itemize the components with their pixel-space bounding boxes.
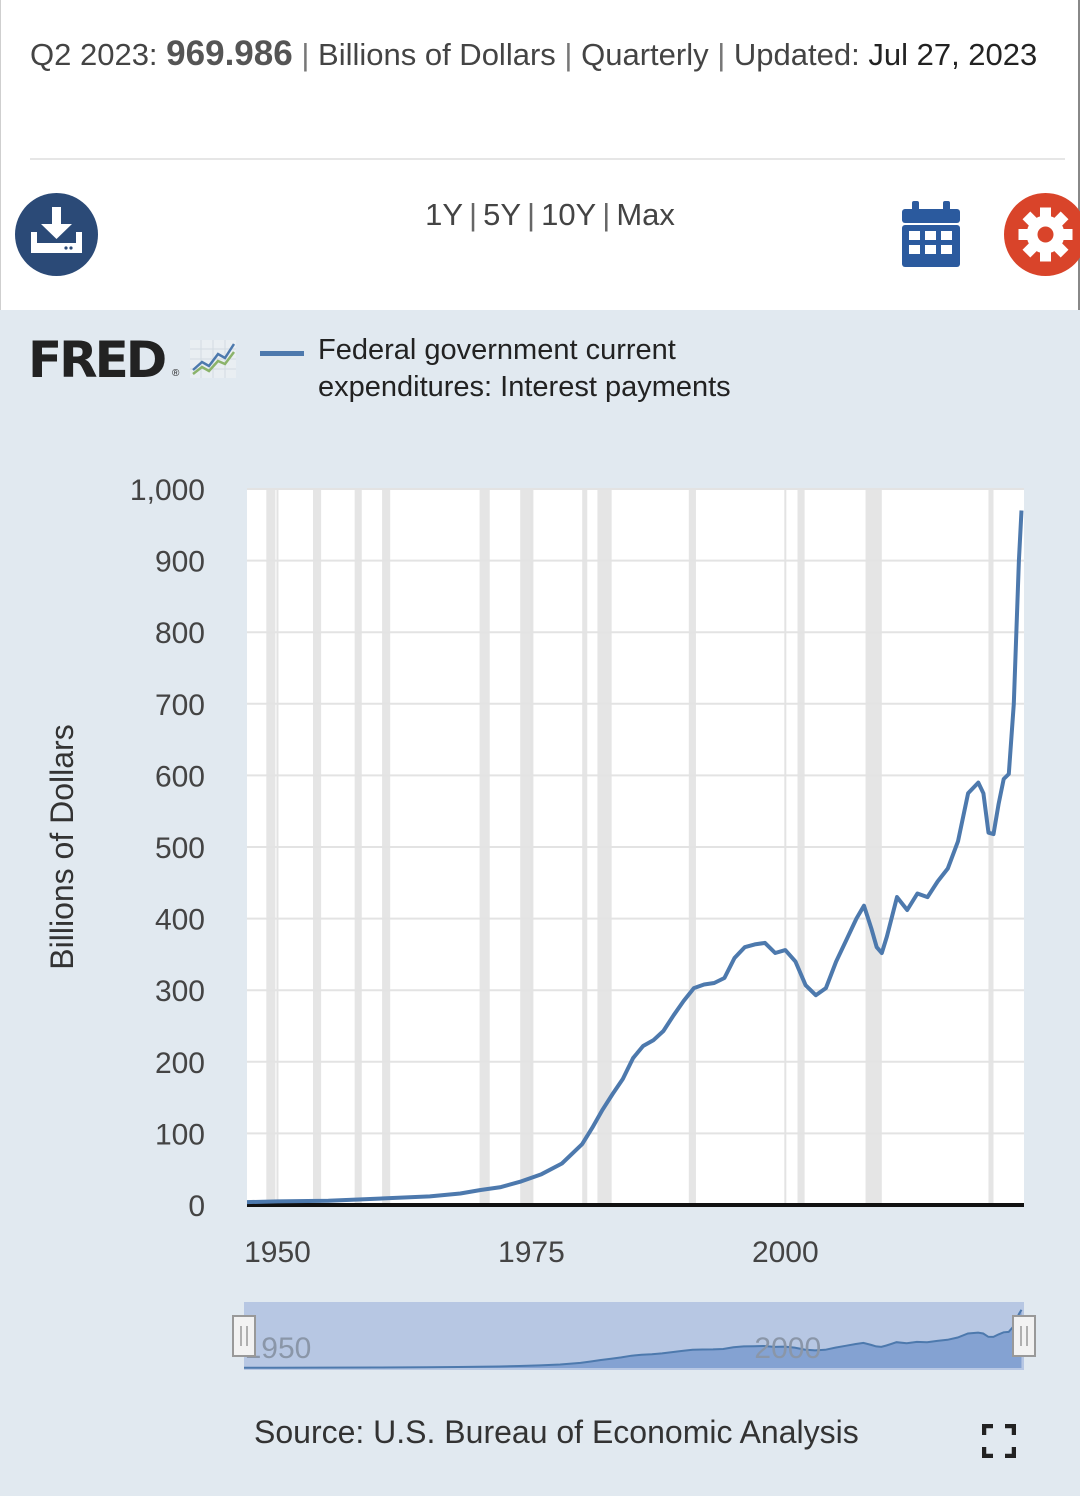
legend-label: Federal government current expenditures:… (318, 334, 731, 403)
navigator-handle-right-body (1012, 1315, 1036, 1357)
range-10y[interactable]: 10Y (541, 197, 597, 232)
series-info: Q2 2023: 969.986 | Billions of Dollars |… (30, 34, 1038, 73)
navigator-handle-right[interactable] (1012, 1315, 1036, 1357)
fred-logo[interactable]: FRED (28, 331, 167, 389)
y-tick-label-600: 600 (155, 760, 205, 793)
y-tick-label-300: 300 (155, 975, 205, 1008)
divider (30, 158, 1065, 160)
y-tick-label-400: 400 (155, 904, 205, 937)
navigator-handle-left-body (232, 1315, 256, 1357)
y-tick-label-100: 100 (155, 1118, 205, 1151)
updated-date: Jul 27, 2023 (868, 37, 1038, 72)
date-range-selector: 1Y | 5Y | 10Y | Max (425, 197, 675, 232)
source-note: Source: U.S. Bureau of Economic Analysis (254, 1414, 859, 1450)
y-tick-label-800: 800 (155, 617, 205, 650)
x-tick-label-1975: 1975 (498, 1236, 565, 1269)
navigator-line (243, 1309, 1023, 1369)
y-tick-label-900: 900 (155, 546, 205, 579)
y-tick-label-0: 0 (188, 1190, 205, 1223)
updated-label: Updated: (733, 37, 860, 72)
navigator-handle-left[interactable] (232, 1315, 256, 1357)
download-button[interactable] (15, 193, 98, 276)
observation-period: Q2 2023: (30, 37, 158, 72)
left-border (0, 0, 1, 310)
y-tick-label-200: 200 (155, 1047, 205, 1080)
fullscreen-icon[interactable] (982, 1424, 1016, 1458)
range-1y[interactable]: 1Y (425, 197, 464, 232)
navigator-area (244, 1309, 1022, 1368)
calendar-icon[interactable] (900, 201, 962, 267)
range-5y[interactable]: 5Y (483, 197, 522, 232)
y-tick-label-1000: 1,000 (130, 474, 205, 507)
y-tick-label-500: 500 (155, 832, 205, 865)
units-label: Billions of Dollars (318, 37, 556, 72)
legend-swatch (260, 351, 304, 356)
right-border (1078, 0, 1080, 310)
line-chart-icon (190, 340, 236, 378)
observation-value: 969.986 (166, 34, 293, 73)
download-icon (31, 207, 82, 253)
registered-mark: ® (172, 368, 180, 379)
series-line (246, 510, 1024, 1205)
fred-logo-text: FRED (28, 331, 167, 389)
range-max[interactable]: Max (616, 197, 675, 232)
x-tick-label-1950: 1950 (244, 1236, 311, 1269)
navigator-label-2000: 2000 (754, 1332, 821, 1365)
x-tick-label-2000: 2000 (752, 1236, 819, 1269)
frequency-label: Quarterly (581, 37, 709, 72)
y-tick-label-700: 700 (155, 689, 205, 722)
gear-icon (1018, 207, 1073, 262)
settings-button[interactable] (1004, 193, 1080, 276)
y-axis-title: Billions of Dollars (44, 724, 80, 969)
